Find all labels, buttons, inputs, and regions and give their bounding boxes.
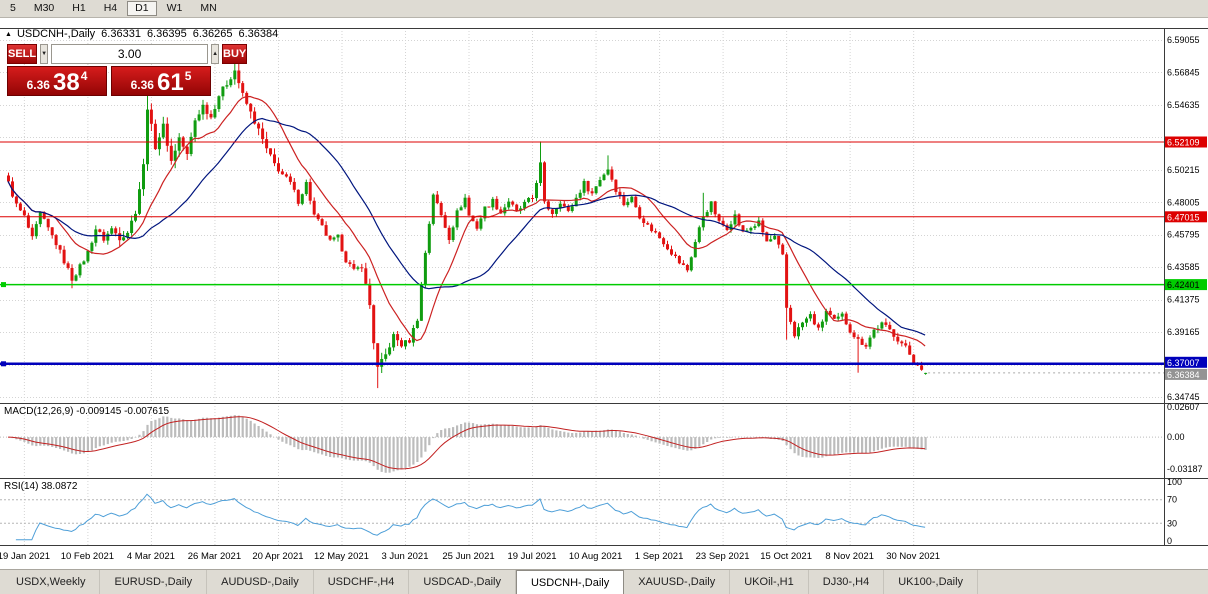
- volume-input[interactable]: [51, 44, 209, 64]
- svg-text:6.56845: 6.56845: [1167, 67, 1200, 77]
- grid-layer: [0, 28, 1164, 545]
- symbol-info: ▲ USDCNH-,Daily 6.36331 6.36395 6.36265 …: [5, 28, 278, 40]
- svg-text:6.42401: 6.42401: [1167, 280, 1200, 290]
- svg-text:6.39165: 6.39165: [1167, 327, 1200, 337]
- rsi-indicator-label: RSI(14) 38.0872: [4, 481, 78, 492]
- svg-text:6.34745: 6.34745: [1167, 392, 1200, 402]
- svg-text:6.47015: 6.47015: [1167, 212, 1200, 222]
- svg-text:12 May 2021: 12 May 2021: [314, 551, 369, 562]
- svg-text:1 Sep 2021: 1 Sep 2021: [635, 551, 684, 562]
- one-click-trading-panel: SELL ▼ ▲ BUY 6.36 38 4 6.36 61 5: [7, 44, 248, 96]
- buy-button[interactable]: BUY: [222, 44, 248, 64]
- levels-layer: [0, 141, 1164, 374]
- chart-tab-dj30-h4[interactable]: DJ30-,H4: [809, 570, 885, 594]
- chart-tab-usdchf-h4[interactable]: USDCHF-,H4: [314, 570, 410, 594]
- chart-tab-usdcad-daily[interactable]: USDCAD-,Daily: [409, 570, 516, 594]
- symbol-period-label: USDCNH-,Daily: [16, 28, 96, 40]
- oneclick-collapse-icon[interactable]: ▲: [5, 30, 12, 38]
- date-axis: 19 Jan 2021 10 Feb 2021 4 Mar 2021 26 Mar 2…: [0, 551, 940, 562]
- buy-price-small: 6.36: [130, 78, 154, 92]
- sell-price-sup: 4: [80, 69, 88, 83]
- bar-open-value: 6.36331: [101, 28, 141, 40]
- svg-text:70: 70: [1167, 495, 1177, 505]
- sell-price-small: 6.36: [26, 78, 50, 92]
- macd-layer: [0, 415, 1164, 473]
- svg-text:6.52109: 6.52109: [1167, 138, 1200, 148]
- chart-canvas[interactable]: 6.59055 6.56845 6.54635 6.50215 6.48005 6.457…: [0, 18, 1208, 569]
- period-button-h4[interactable]: H4: [96, 1, 125, 16]
- svg-text:0.00: 0.00: [1167, 432, 1185, 442]
- svg-text:19 Jan 2021: 19 Jan 2021: [0, 551, 50, 562]
- moving-averages-layer: [7, 95, 926, 347]
- svg-text:4 Mar 2021: 4 Mar 2021: [127, 551, 175, 562]
- svg-text:10 Feb 2021: 10 Feb 2021: [61, 551, 114, 562]
- buy-price-display[interactable]: 6.36 61 5: [111, 66, 211, 96]
- svg-text:6.45795: 6.45795: [1167, 230, 1200, 240]
- period-button-mn[interactable]: MN: [192, 1, 224, 16]
- svg-text:6.54635: 6.54635: [1167, 100, 1200, 110]
- svg-text:20 Apr 2021: 20 Apr 2021: [252, 551, 303, 562]
- period-button-w1[interactable]: W1: [159, 1, 191, 16]
- chart-tab-eurusd-daily[interactable]: EURUSD-,Daily: [100, 570, 208, 594]
- bar-low-value: 6.36265: [192, 28, 233, 40]
- chart-window: 6.59055 6.56845 6.54635 6.50215 6.48005 6.457…: [0, 18, 1208, 569]
- period-button-d1[interactable]: D1: [127, 1, 157, 16]
- svg-text:6.59055: 6.59055: [1167, 35, 1200, 45]
- svg-text:0: 0: [1167, 536, 1172, 546]
- sell-price-big: 38: [52, 69, 80, 96]
- borders-layer: [0, 28, 1208, 546]
- rsi-layer: [0, 493, 1164, 541]
- svg-text:6.48005: 6.48005: [1167, 197, 1200, 207]
- svg-text:6.43585: 6.43585: [1167, 262, 1200, 272]
- bar-high-value: 6.36395: [146, 28, 187, 40]
- chart-tab-ukoil-h1[interactable]: UKOil-,H1: [730, 570, 809, 594]
- svg-text:25 Jun 2021: 25 Jun 2021: [442, 551, 494, 562]
- chart-tab-usdx-weekly[interactable]: USDX,Weekly: [2, 570, 101, 594]
- sell-button[interactable]: SELL: [7, 44, 38, 64]
- macd-indicator-label: MACD(12,26,9) -0.009145 -0.007615: [4, 406, 170, 417]
- svg-text:26 Mar 2021: 26 Mar 2021: [188, 551, 241, 562]
- price-axis: 6.59055 6.56845 6.54635 6.50215 6.48005 6.457…: [1165, 35, 1207, 546]
- svg-text:6.50215: 6.50215: [1167, 165, 1200, 175]
- timeframe-toolbar: 5 M30 H1 H4 D1 W1 MN: [0, 0, 1208, 18]
- svg-text:19 Jul 2021: 19 Jul 2021: [507, 551, 556, 562]
- period-button-h1[interactable]: H1: [64, 1, 93, 16]
- svg-text:8 Nov 2021: 8 Nov 2021: [825, 551, 874, 562]
- buy-price-big: 61: [156, 69, 184, 96]
- svg-text:10 Aug 2021: 10 Aug 2021: [569, 551, 622, 562]
- svg-text:0.02607: 0.02607: [1167, 402, 1200, 412]
- bar-close-value: 6.36384: [238, 28, 279, 40]
- svg-text:30: 30: [1167, 518, 1177, 528]
- svg-text:-0.03187: -0.03187: [1167, 464, 1203, 474]
- buy-price-sup: 5: [184, 69, 192, 83]
- volume-down-button[interactable]: ▼: [40, 44, 49, 64]
- chart-tab-uk100-daily[interactable]: UK100-,Daily: [884, 570, 979, 594]
- svg-text:3 Jun 2021: 3 Jun 2021: [381, 551, 428, 562]
- svg-text:100: 100: [1167, 477, 1182, 487]
- svg-text:30 Nov 2021: 30 Nov 2021: [886, 551, 940, 562]
- volume-up-button[interactable]: ▲: [211, 44, 220, 64]
- chart-tab-audusd-daily[interactable]: AUDUSD-,Daily: [207, 570, 314, 594]
- svg-text:6.41375: 6.41375: [1167, 295, 1200, 305]
- svg-text:6.37007: 6.37007: [1167, 358, 1200, 368]
- svg-text:6.36384: 6.36384: [1167, 370, 1200, 380]
- chart-tab-usdcnh-daily[interactable]: USDCNH-,Daily: [515, 570, 625, 594]
- chart-tabbar: USDX,Weekly EURUSD-,Daily AUDUSD-,Daily USD…: [0, 569, 1208, 594]
- period-button-5[interactable]: 5: [2, 1, 24, 16]
- svg-text:15 Oct 2021: 15 Oct 2021: [760, 551, 812, 562]
- period-button-m30[interactable]: M30: [26, 1, 62, 16]
- candles-layer: [7, 52, 928, 389]
- svg-text:23 Sep 2021: 23 Sep 2021: [696, 551, 750, 562]
- sell-price-display[interactable]: 6.36 38 4: [7, 66, 107, 96]
- chart-tab-xauusd-daily[interactable]: XAUUSD-,Daily: [624, 570, 731, 594]
